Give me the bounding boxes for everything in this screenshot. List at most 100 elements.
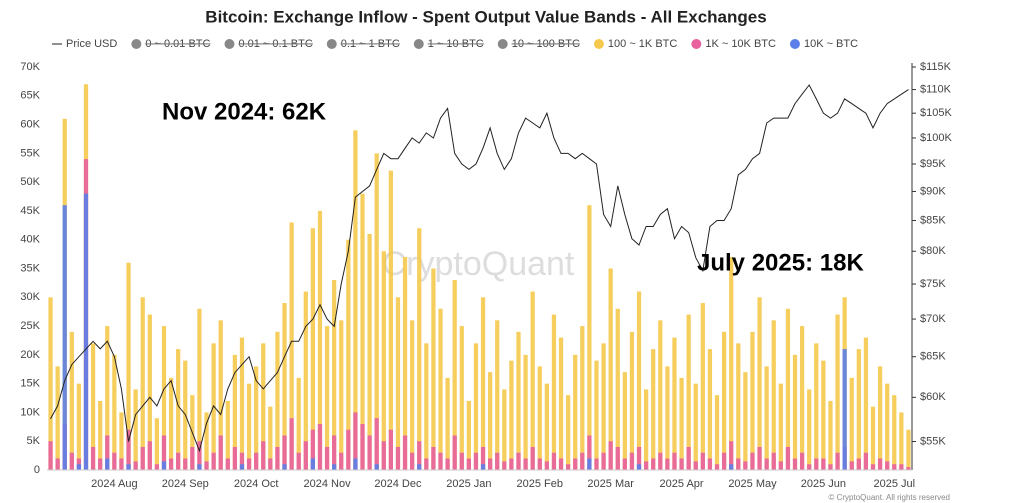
- bar: [821, 458, 826, 470]
- bar: [488, 372, 493, 470]
- bar: [268, 458, 273, 470]
- bar: [551, 452, 557, 470]
- bar: [289, 222, 294, 470]
- bar: [615, 308, 620, 470]
- bar: [90, 343, 96, 470]
- bar: [275, 446, 280, 470]
- bar: [388, 170, 393, 470]
- bar: [622, 458, 627, 470]
- bar: [764, 458, 769, 470]
- bar: [594, 458, 599, 470]
- bar: [679, 377, 684, 470]
- x-tick-label: 2024 Oct: [234, 478, 279, 490]
- bar: [282, 303, 287, 470]
- y-tick-label: 30K: [20, 291, 40, 303]
- bar: [778, 383, 783, 470]
- bar: [729, 441, 734, 470]
- bar: [828, 400, 833, 470]
- bar: [665, 366, 670, 470]
- bar: [168, 377, 174, 470]
- bar: [885, 383, 890, 470]
- bar: [346, 239, 351, 470]
- y-tick-label: 10K: [20, 406, 40, 418]
- bar: [246, 383, 252, 470]
- bar: [402, 435, 408, 470]
- y-tick-label: 5K: [27, 435, 41, 447]
- bar: [870, 406, 876, 470]
- bar: [62, 205, 67, 470]
- y-tick-label: 40K: [20, 234, 40, 246]
- legend-swatch: [789, 39, 800, 49]
- bar: [303, 291, 308, 470]
- bar: [261, 343, 266, 470]
- bar: [736, 458, 741, 470]
- bar: [161, 461, 167, 470]
- bar: [431, 268, 436, 470]
- bar: [353, 458, 358, 470]
- bar: [870, 464, 876, 470]
- x-tick-label: 2025 Feb: [517, 478, 563, 490]
- y-tick-label: 45K: [20, 205, 40, 217]
- y-tick-label: 60K: [20, 118, 40, 130]
- bar: [573, 458, 578, 470]
- bar: [105, 326, 110, 470]
- bar: [828, 464, 833, 470]
- bar: [133, 461, 138, 470]
- bar: [232, 446, 238, 470]
- bar: [275, 331, 280, 470]
- bar: [445, 377, 450, 470]
- bar: [48, 297, 53, 470]
- bar: [480, 446, 486, 470]
- bar: [246, 458, 252, 470]
- bar: [750, 452, 755, 470]
- bar: [225, 458, 230, 470]
- bar: [303, 441, 308, 470]
- bar: [48, 441, 53, 470]
- bar: [417, 441, 422, 470]
- bar: [629, 452, 635, 470]
- bar: [587, 205, 592, 470]
- y2-tick-label: $85K: [920, 214, 946, 226]
- bar: [672, 337, 677, 470]
- x-tick-label: 2025 Jul: [873, 478, 915, 490]
- y2-tick-label: $80K: [920, 245, 946, 257]
- bar: [261, 441, 266, 470]
- bar: [707, 349, 713, 470]
- bar: [672, 452, 677, 470]
- bar: [899, 412, 904, 470]
- bar: [714, 395, 720, 470]
- bar: [332, 435, 337, 470]
- bar: [225, 400, 230, 470]
- bar: [310, 429, 316, 470]
- bar: [601, 343, 606, 470]
- bar: [757, 297, 762, 470]
- bar: [523, 458, 528, 470]
- bar: [643, 389, 649, 470]
- y-tick-label: 35K: [20, 262, 40, 274]
- bar: [324, 446, 330, 470]
- bar: [204, 412, 209, 470]
- bar: [537, 458, 542, 470]
- bar: [906, 429, 911, 470]
- bar: [835, 452, 840, 470]
- bar: [899, 464, 904, 470]
- bar: [743, 461, 748, 470]
- bar: [693, 461, 698, 470]
- bar: [119, 458, 124, 470]
- bar: [126, 429, 131, 470]
- bar: [580, 452, 585, 470]
- bar: [211, 452, 216, 470]
- bar: [807, 464, 812, 470]
- y-tick-label: 70K: [20, 61, 40, 73]
- bar: [587, 435, 592, 470]
- bar: [530, 446, 535, 470]
- bar: [466, 400, 471, 470]
- bar: [112, 354, 117, 470]
- y-tick-label: 55K: [20, 147, 40, 159]
- price-line: [50, 84, 909, 453]
- bar: [729, 256, 734, 470]
- bar: [239, 337, 245, 470]
- bar: [98, 400, 103, 470]
- bar: [636, 291, 642, 470]
- bar: [332, 280, 337, 470]
